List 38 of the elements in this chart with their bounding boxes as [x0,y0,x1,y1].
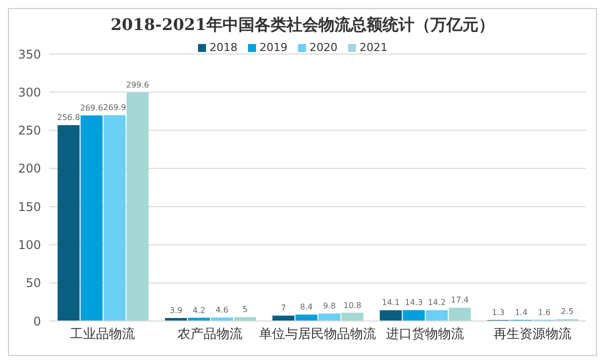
data-label: 10.8 [343,300,362,310]
data-label: 256.8 [57,113,80,122]
data-label: 17.4 [450,296,469,305]
data-label: 4.2 [192,306,206,315]
data-label: 14.2 [428,298,446,308]
data-label: 8.4 [300,302,313,312]
y-tick-label: 50 [26,276,41,290]
y-tick-label: 0 [33,314,41,328]
y-tick-label: 200 [18,162,41,176]
x-tick-label: 农产品物流 [178,326,243,342]
x-tick-label: 进口货物物流 [386,326,464,342]
data-label: 2.5 [560,307,574,316]
data-label: 14.3 [404,298,423,308]
data-label: 7 [280,304,286,313]
chart-title: 2018-2021年中国各类社会物流总额统计（万亿元） [110,14,496,36]
data-label: 1.4 [514,308,528,317]
x-tick-label: 工业品物流 [70,326,136,342]
y-tick-label: 100 [18,238,41,252]
data-label: 299.6 [126,80,150,90]
x-tick-label: 再生资源物流 [493,326,572,342]
x-tick-label: 单位与居民物品物流 [259,326,376,342]
data-label: 269.9 [103,103,126,112]
data-label: 3.9 [170,306,182,316]
data-label: 14.1 [382,298,400,308]
y-tick-label: 350 [18,47,41,62]
data-label: 9.8 [323,302,336,311]
data-label: 1.3 [492,308,505,318]
legend-label: 2021 [360,41,388,54]
data-label: 1.6 [538,308,551,317]
legend-label: 2020 [310,41,338,54]
data-label: 4.6 [216,305,228,314]
data-label: 269.6 [80,103,104,112]
y-tick-label: 250 [18,124,41,138]
y-tick-label: 300 [18,85,41,100]
legend-label: 2018 [210,41,238,54]
data-label: 5 [242,305,248,314]
legend-label: 2019 [260,41,288,54]
y-tick-label: 150 [18,200,41,214]
